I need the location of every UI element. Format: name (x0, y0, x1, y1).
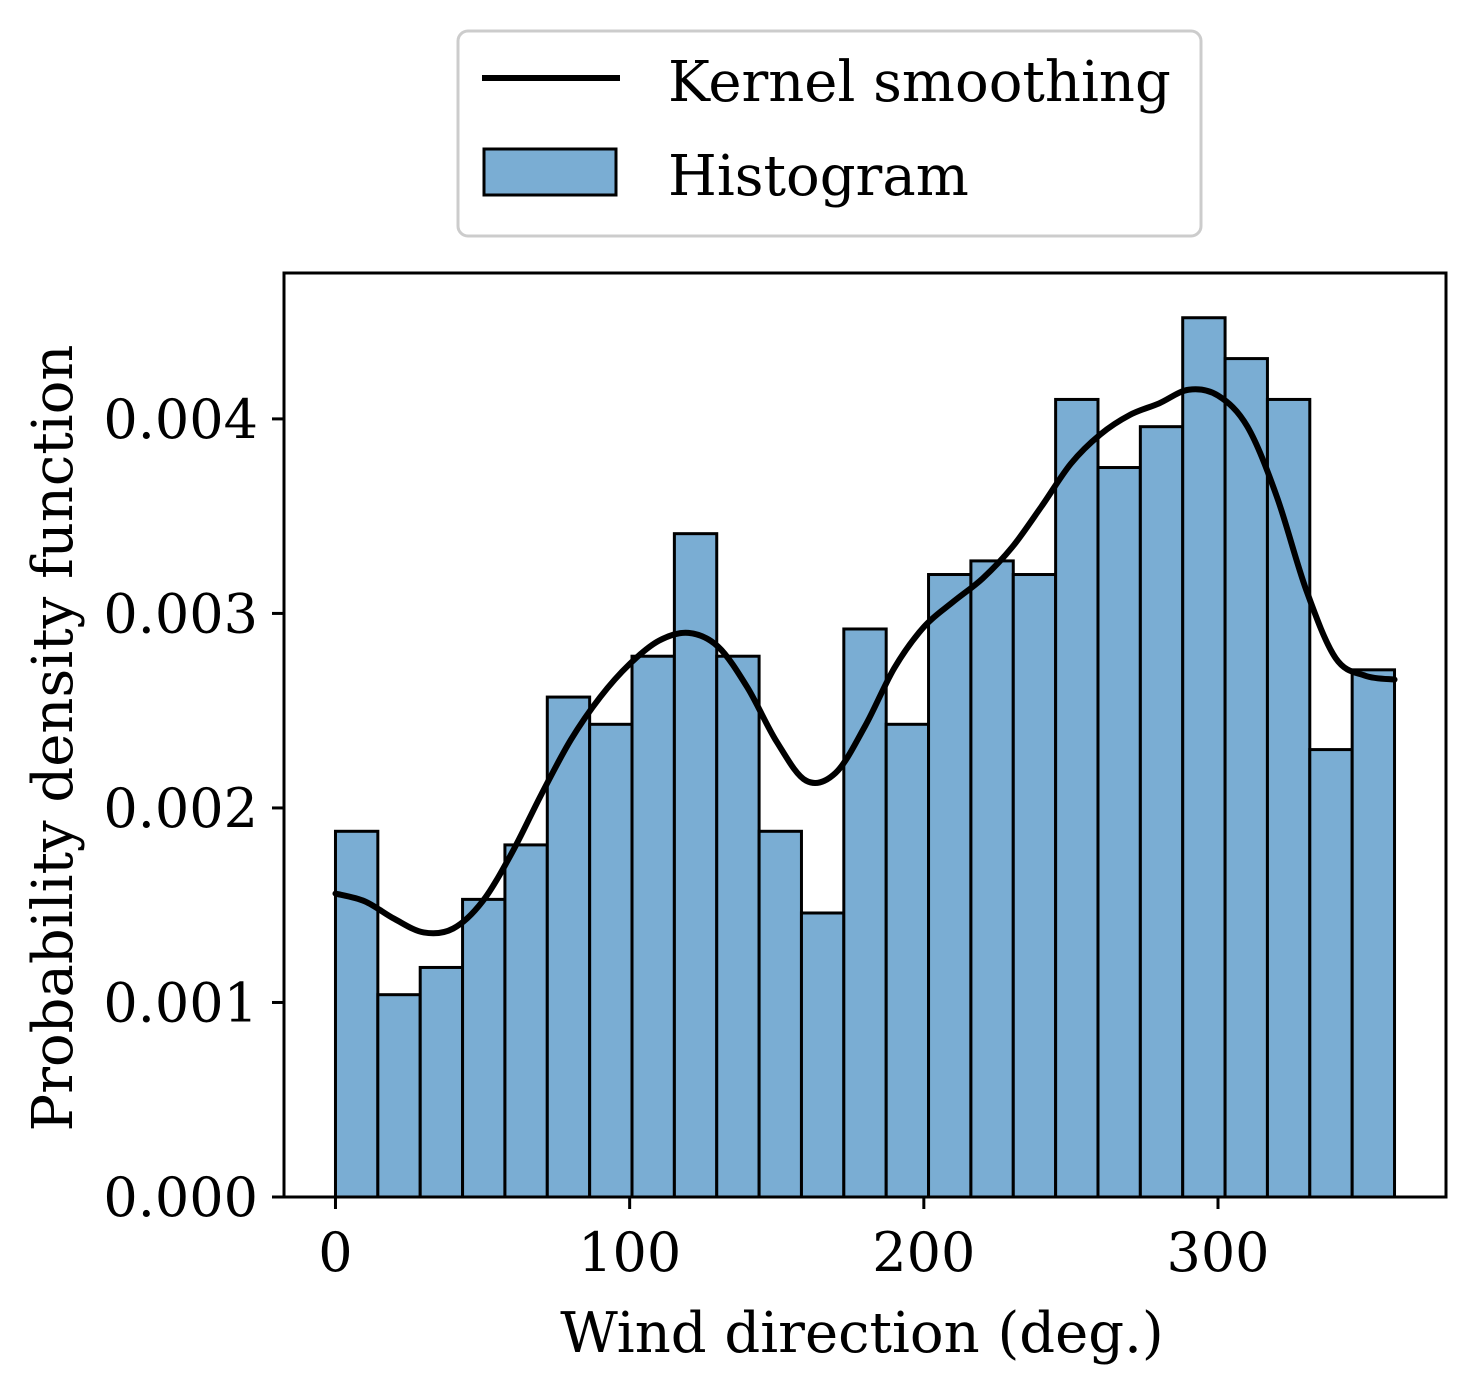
histogram-bar (1054, 397, 1100, 1199)
x-tick-label: 200 (872, 1221, 975, 1284)
y-axis: 0.000 0.001 0.002 0.003 0.004 (103, 388, 284, 1229)
histogram-bar (1138, 425, 1185, 1199)
y-tick-label: 0.001 (103, 971, 258, 1034)
legend-frame (456, 29, 1203, 238)
legend-hist-label: Histogram (668, 144, 969, 209)
y-tick-label: 0.003 (103, 582, 258, 645)
histogram-bar (969, 559, 1015, 1199)
histogram-bar (461, 897, 507, 1199)
x-tick-label: 100 (578, 1221, 681, 1284)
legend-kde-label: Kernel smoothing (668, 50, 1171, 115)
histogram-bar (588, 722, 634, 1199)
x-tick-label: 0 (318, 1221, 352, 1284)
legend-hist-swatch (482, 147, 618, 197)
kde-line (332, 386, 1398, 937)
histogram-bar (333, 829, 380, 1199)
y-tick-label: 0.004 (103, 388, 258, 451)
histogram-bar (842, 627, 888, 1199)
histogram-bar (799, 911, 846, 1199)
histogram-bar (1308, 748, 1354, 1199)
legend: Kernel smoothing Histogram (456, 29, 1203, 238)
histogram-bar (1096, 466, 1142, 1199)
histogram-bar (927, 573, 973, 1199)
histogram-bars (333, 316, 1397, 1199)
x-axis-title: Wind direction (deg.) (560, 1301, 1164, 1366)
histogram-bar (1011, 573, 1058, 1199)
y-tick-label: 0.002 (103, 777, 258, 840)
histogram-bar (630, 654, 676, 1199)
histogram-bar (1265, 397, 1312, 1199)
histogram-bar (715, 654, 761, 1199)
plot-frame (282, 271, 1448, 1199)
x-tick-label: 300 (1166, 1221, 1269, 1284)
y-axis-title: Probability density function (21, 345, 86, 1132)
histogram-bar (1223, 357, 1269, 1199)
histogram-bar (1350, 668, 1397, 1199)
histogram-bar (1181, 316, 1227, 1199)
histogram-bar (545, 695, 592, 1199)
histogram-bar (376, 993, 422, 1199)
histogram-bar (884, 722, 931, 1199)
y-tick-label: 0.000 (103, 1166, 258, 1229)
x-axis: 0 100 200 300 (318, 1197, 1270, 1284)
histogram-bar (418, 965, 465, 1199)
histogram-bar (503, 843, 549, 1199)
histogram-bar (757, 829, 803, 1199)
